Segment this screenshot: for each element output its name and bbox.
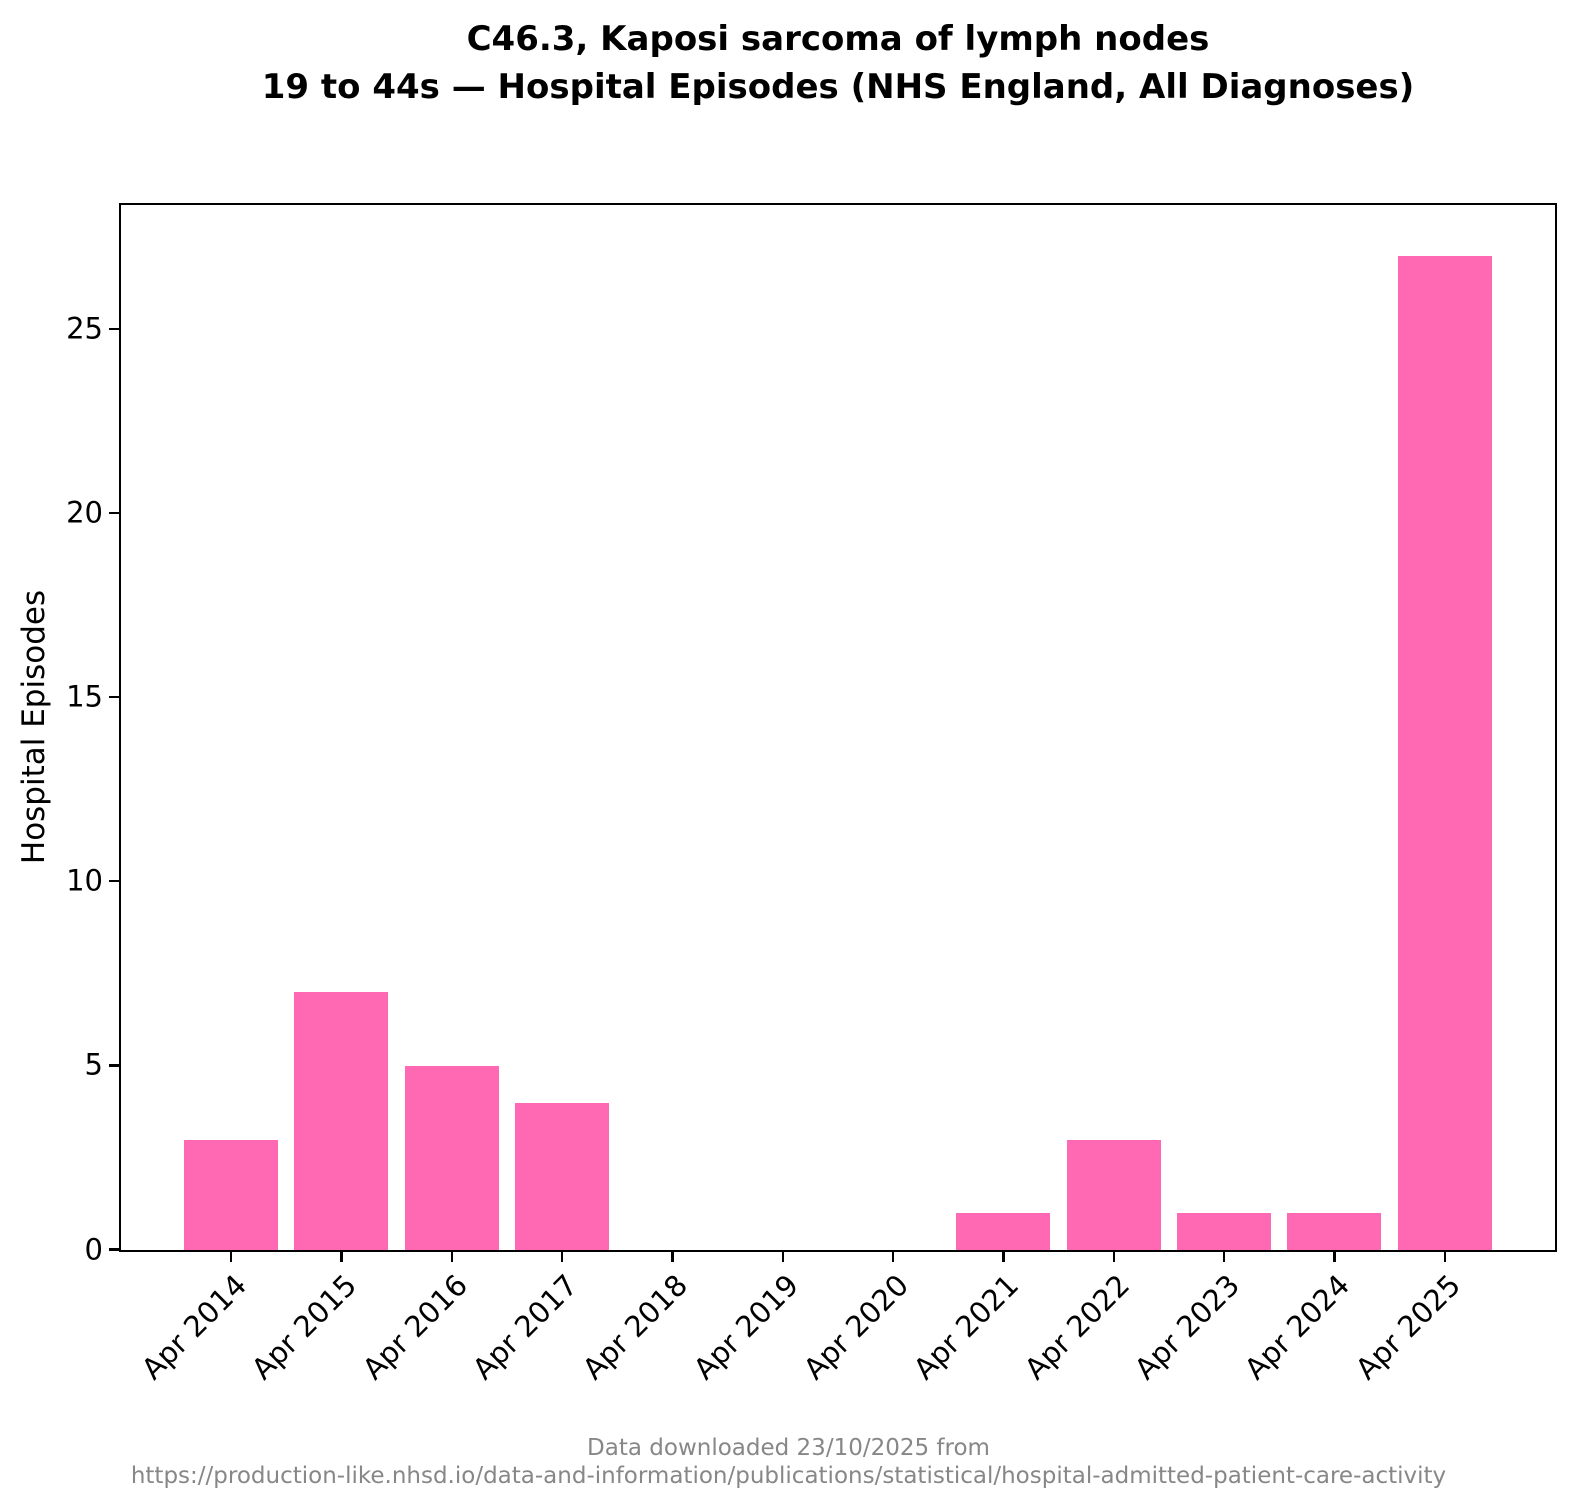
x-tick-label: Apr 2015 — [245, 1267, 364, 1387]
x-tick-mark — [1002, 1252, 1005, 1262]
x-axis: Apr 2014 Apr 2015 Apr 2016 Apr 2017 Apr 2018… — [119, 1252, 1557, 1432]
y-axis: 0 5 10 15 20 25 — [0, 203, 119, 1264]
bar-apr-2015 — [294, 992, 389, 1250]
y-tick-label: 15 — [66, 679, 103, 714]
x-tick-label: Apr 2016 — [355, 1267, 474, 1387]
y-tick-label: 20 — [66, 495, 103, 530]
x-tick-mark — [1112, 1252, 1116, 1262]
plot-area — [119, 203, 1557, 1252]
x-tick-label: Apr 2018 — [576, 1267, 695, 1387]
x-tick-mark — [450, 1252, 454, 1262]
y-tick-label: 0 — [84, 1232, 103, 1267]
bar-apr-2021 — [956, 1213, 1051, 1250]
footer-line1: Data downloaded 23/10/2025 from — [587, 1435, 990, 1461]
y-tick-mark — [109, 1248, 119, 1251]
chart-title: C46.3, Kaposi sarcoma of lymph nodes 19 … — [119, 15, 1557, 111]
y-tick-label: 10 — [66, 863, 103, 898]
chart-title-line1: C46.3, Kaposi sarcoma of lymph nodes — [466, 19, 1210, 59]
x-tick-mark — [1223, 1252, 1226, 1262]
y-tick-label: 5 — [84, 1047, 103, 1082]
bar-apr-2024 — [1287, 1213, 1382, 1250]
y-tick-mark — [109, 695, 119, 699]
x-tick-label: Apr 2019 — [686, 1267, 805, 1387]
x-tick-mark — [781, 1252, 785, 1262]
bar-apr-2023 — [1176, 1213, 1271, 1250]
y-tick-label: 25 — [66, 311, 103, 346]
x-tick-mark — [561, 1252, 564, 1262]
x-tick-label: Apr 2014 — [135, 1267, 254, 1387]
x-tick-mark — [892, 1252, 895, 1262]
bar-apr-2022 — [1066, 1139, 1161, 1250]
bar-apr-2014 — [183, 1139, 278, 1250]
x-tick-label: Apr 2021 — [907, 1267, 1026, 1387]
y-tick-mark — [109, 327, 119, 330]
bar-apr-2025 — [1397, 255, 1492, 1250]
x-tick-mark — [671, 1252, 674, 1262]
chart-title-line2: 19 to 44s — Hospital Episodes (NHS Engla… — [261, 67, 1415, 107]
x-tick-mark — [1333, 1252, 1336, 1262]
y-tick-mark — [109, 511, 119, 515]
x-tick-label: Apr 2017 — [465, 1267, 585, 1387]
footer-line2: https://production-like.nhsd.io/data-and… — [130, 1463, 1447, 1489]
x-tick-mark — [230, 1252, 233, 1262]
y-tick-mark — [109, 1064, 119, 1067]
source-footer: Data downloaded 23/10/2025 from https://… — [0, 1434, 1577, 1490]
x-tick-mark — [340, 1252, 343, 1262]
bar-apr-2017 — [514, 1102, 609, 1250]
y-tick-mark — [109, 880, 119, 883]
x-tick-label: Apr 2025 — [1348, 1267, 1467, 1387]
x-tick-label: Apr 2022 — [1017, 1267, 1136, 1387]
x-tick-mark — [1443, 1252, 1447, 1262]
x-tick-label: Apr 2020 — [796, 1267, 916, 1387]
bar-apr-2016 — [404, 1065, 499, 1250]
x-tick-label: Apr 2023 — [1127, 1267, 1247, 1387]
x-tick-label: Apr 2024 — [1238, 1267, 1357, 1387]
